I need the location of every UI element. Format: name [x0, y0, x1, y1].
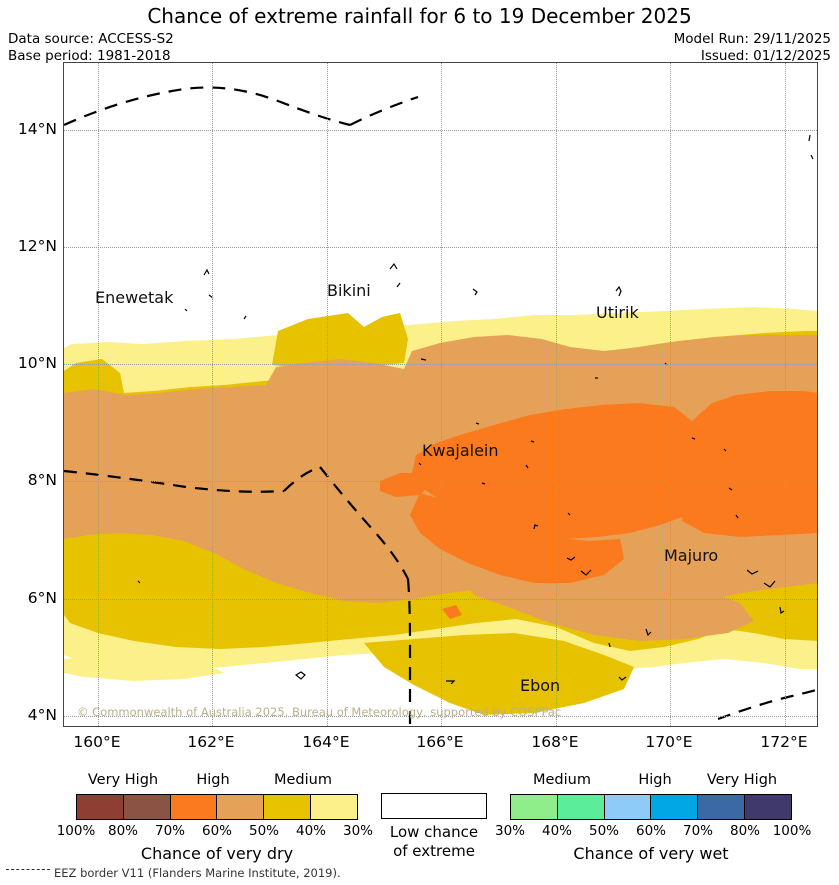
wet-tick-80: 80% — [729, 823, 760, 839]
dry-colorbar[interactable] — [76, 794, 358, 820]
gridline-lon-168 — [556, 63, 557, 726]
wet-swatch-70-80[interactable] — [697, 795, 745, 819]
band-60-70-dry-south-bulge — [410, 493, 624, 583]
wet-swatch-50-60[interactable] — [603, 795, 651, 819]
dry-category-row: Very High High Medium — [76, 772, 358, 789]
wet-tick-30: 30% — [494, 823, 525, 839]
map-plot-area[interactable]: Enewetak Bikini Utirik Kwajalein Majuro … — [63, 62, 818, 727]
xtick-162E: 162°E — [187, 733, 235, 751]
dry-tick-30: 30% — [342, 823, 373, 839]
band-40-50-dry-southeast — [364, 633, 634, 715]
wet-tick-50: 50% — [588, 823, 619, 839]
gridline-lon-170 — [670, 63, 671, 726]
ytick-14N: 14°N — [17, 120, 57, 138]
band-50-60-dry-southeast-lobe — [464, 575, 754, 641]
base-period-label: Base period: 1981-2018 — [8, 48, 171, 64]
rainfall-contour-map — [64, 86, 817, 726]
wet-category-medium: Medium — [533, 772, 591, 788]
dry-swatch-70-60[interactable] — [169, 795, 217, 819]
band-60-70-dry-west-spur — [380, 473, 432, 497]
xtick-168E: 168°E — [531, 733, 579, 751]
dry-tick-70: 70% — [154, 823, 185, 839]
wet-swatch-60-70[interactable] — [650, 795, 698, 819]
dry-swatch-80-70[interactable] — [122, 795, 170, 819]
gridline-lon-160 — [98, 63, 99, 726]
dry-tick-row: 100% 80% 70% 60% 50% 40% 30% — [57, 823, 373, 841]
band-40-50-dry-north-notch — [272, 313, 408, 369]
dry-category-medium: Medium — [274, 772, 332, 788]
wet-category-row: Medium High Very High — [510, 772, 792, 789]
eez-border-note: EEZ border V11 (Flanders Marine Institut… — [54, 866, 341, 880]
gridline-lat-6 — [64, 599, 817, 600]
dry-legend-title: Chance of very dry — [140, 844, 294, 863]
gridline-lon-166 — [441, 63, 442, 726]
ytick-10N: 10°N — [17, 354, 57, 372]
ytick-8N: 8°N — [27, 471, 57, 489]
wet-tick-40: 40% — [541, 823, 572, 839]
xtick-172E: 172°E — [760, 733, 808, 751]
data-source-label: Data source: ACCESS-S2 — [8, 31, 174, 47]
legend-container: Very High High Medium 100% 80% 70% 60% 5… — [0, 772, 839, 885]
dry-category-high: High — [196, 772, 230, 788]
low-chance-swatch[interactable] — [381, 793, 487, 819]
xtick-160E: 160°E — [73, 733, 121, 751]
gridline-lat-14 — [64, 130, 817, 131]
wet-category-very-high: Very High — [706, 772, 778, 788]
band-30-40-dry-sw2 — [64, 655, 224, 681]
chart-header: Chance of extreme rainfall for 6 to 19 D… — [0, 0, 839, 66]
eez-border-dash-sample — [6, 869, 50, 870]
eez-border — [64, 86, 817, 726]
wet-swatch-40-50[interactable] — [556, 795, 604, 819]
ytick-4N: 4°N — [27, 706, 57, 724]
wet-swatch-80-100[interactable] — [744, 795, 791, 819]
wet-legend-title: Chance of very wet — [573, 844, 729, 863]
dry-tick-80: 80% — [107, 823, 138, 839]
dry-tick-60: 60% — [201, 823, 232, 839]
issued-label: Issued: 01/12/2025 — [700, 48, 831, 64]
legend-low-chance: Low chance of extreme — [381, 793, 487, 861]
dry-swatch-60-50[interactable] — [216, 795, 264, 819]
dry-tick-100: 100% — [56, 823, 96, 839]
gridline-lat-12 — [64, 247, 817, 248]
page-title: Chance of extreme rainfall for 6 to 19 D… — [147, 4, 692, 28]
low-chance-text: Low chance of extreme — [381, 823, 487, 861]
wet-colorbar[interactable] — [510, 794, 792, 820]
gridline-lat-10 — [64, 364, 817, 365]
band-60-70-dry-dot — [442, 605, 462, 619]
gridline-lat-4 — [64, 716, 817, 717]
wet-category-high: High — [638, 772, 672, 788]
dry-tick-50: 50% — [248, 823, 279, 839]
dry-category-very-high: Very High — [87, 772, 159, 788]
gridline-lon-162 — [212, 63, 213, 726]
wet-tick-100: 100% — [772, 823, 812, 839]
band-60-70-dry-east — [682, 491, 817, 537]
wet-tick-70: 70% — [682, 823, 713, 839]
xtick-170E: 170°E — [645, 733, 693, 751]
wet-tick-60: 60% — [635, 823, 666, 839]
ytick-6N: 6°N — [27, 589, 57, 607]
gridline-lat-8 — [64, 481, 817, 482]
low-chance-line2: of extreme — [393, 842, 475, 860]
gridline-lon-164 — [327, 63, 328, 726]
map-credit: © Commonwealth of Australia 2025, Bureau… — [77, 705, 562, 719]
dry-tick-40: 40% — [295, 823, 326, 839]
xtick-166E: 166°E — [416, 733, 464, 751]
model-run-label: Model Run: 29/11/2025 — [673, 31, 831, 47]
dry-swatch-50-40[interactable] — [263, 795, 311, 819]
wet-swatch-30-40[interactable] — [511, 795, 557, 819]
wet-tick-row: 30% 40% 50% 60% 70% 80% 100% — [495, 823, 811, 841]
xtick-164E: 164°E — [302, 733, 350, 751]
gridline-lon-172 — [785, 63, 786, 726]
low-chance-line1: Low chance — [389, 823, 479, 841]
dry-swatch-40-30[interactable] — [310, 795, 357, 819]
dry-swatch-100-80[interactable] — [77, 795, 123, 819]
ytick-12N: 12°N — [17, 237, 57, 255]
